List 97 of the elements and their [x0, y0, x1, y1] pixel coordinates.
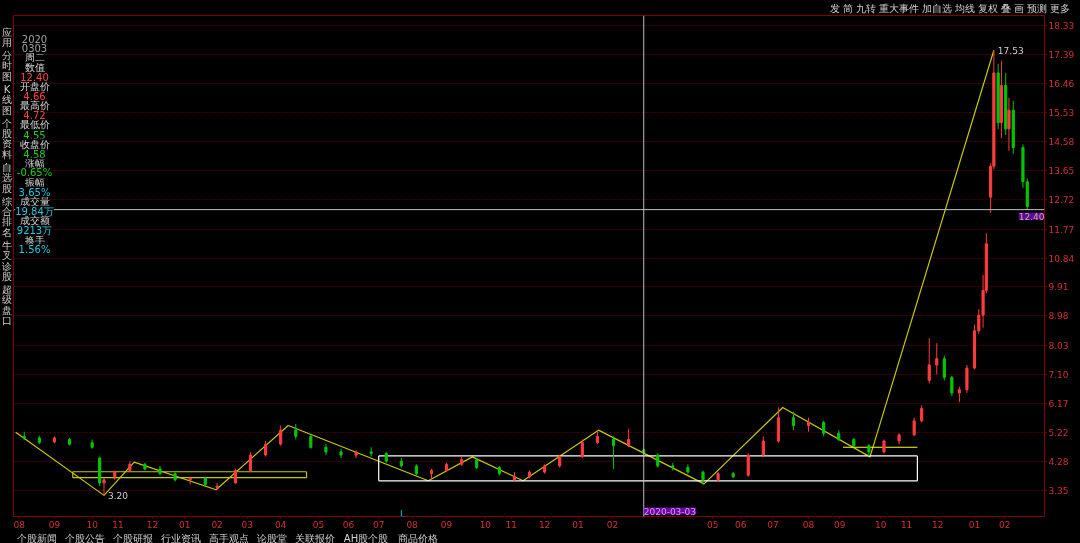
x-tick-label: 10 [479, 519, 492, 530]
x-tick-label: 02 [606, 519, 619, 530]
x-tick-label: 12 [538, 519, 551, 530]
annotation: 17.53 [997, 45, 1024, 56]
text: 分时图 [2, 50, 12, 82]
x-tick-label: 08 [406, 519, 419, 530]
y-tick-label: 11.77 [1048, 224, 1075, 235]
x-tick-label: 12 [932, 519, 944, 530]
text: 重大事件 [879, 2, 919, 14]
annotation: 4.58 [23, 148, 46, 160]
annotation: 4.55 [23, 129, 46, 141]
annotation: 最低价 [19, 119, 50, 131]
y-tick-label: 9.91 [1048, 282, 1069, 293]
y-tick-label: 16.46 [1048, 79, 1075, 90]
text: 发 [830, 2, 840, 14]
y-tick-label: 8.03 [1048, 340, 1069, 351]
x-tick-label: 09 [48, 519, 61, 530]
x-tick-label: 05 [706, 519, 719, 530]
annotation: 涨幅 [24, 157, 45, 169]
x-tick-label: 12 [146, 519, 159, 530]
text: AH股个股 [343, 532, 389, 543]
annotation: 0303 [21, 43, 48, 55]
x-tick-label: 09 [440, 519, 453, 530]
text: 更多 [1050, 2, 1070, 14]
x-tick-label: 01 [179, 519, 191, 530]
text: 叠 [1001, 2, 1011, 14]
x-tick-label: 02 [211, 519, 223, 530]
y-tick-label: 17.39 [1048, 50, 1075, 61]
x-tick-label: 07 [372, 519, 385, 530]
annotation: 开盘价 [19, 81, 50, 92]
annotation: 收盘价 [19, 138, 50, 150]
text: 关联报价 [294, 532, 335, 543]
annotation: 2020 [21, 33, 48, 45]
text: 预测 [1027, 2, 1047, 14]
text: 画 [1014, 2, 1024, 14]
text: 个股研报 [112, 532, 153, 543]
x-tick-label: 10 [875, 519, 887, 530]
x-tick-label: 04 [274, 519, 287, 530]
text: 个股公告 [64, 532, 105, 543]
y-tick-label: 6.17 [1048, 398, 1069, 409]
annotation: 4.72 [23, 110, 46, 122]
annotation: 成交额 [19, 215, 50, 227]
x-tick-label: 08 [13, 519, 26, 530]
x-tick-label: 05 [312, 519, 325, 530]
y-tick-label: 5.22 [1048, 428, 1069, 439]
y-tick-label: 15.53 [1048, 107, 1075, 118]
text: 商品价格 [397, 532, 438, 543]
y-tick-label: 4.28 [1048, 457, 1069, 468]
x-tick-label: 06 [342, 519, 355, 530]
y-tick-label: 8.98 [1048, 311, 1069, 322]
y-tick-label: 3.35 [1048, 486, 1069, 497]
y-tick-label: 18.33 [1048, 20, 1075, 31]
y-tick-label: 10.84 [1048, 253, 1075, 264]
y-tick-label: 12.72 [1048, 195, 1075, 206]
y-tick-label: 13.65 [1048, 166, 1075, 177]
x-tick-label: 06 [734, 519, 747, 530]
x-tick-label: 02 [998, 519, 1011, 530]
text: 综合排名 [2, 195, 12, 238]
text: 自选股 [2, 161, 12, 194]
text: 个股资料 [2, 117, 12, 160]
annotation: 成交量 [19, 196, 50, 208]
annotation: 19.84万 [15, 205, 54, 217]
annotation: L [399, 508, 406, 519]
annotation: 周二 [24, 52, 45, 64]
text: 超级盘口 [2, 284, 12, 327]
text: K线图 [2, 83, 12, 116]
x-tick-label: 01 [572, 519, 584, 530]
text: 均线 [954, 2, 975, 14]
x-tick-label: 10 [86, 519, 99, 530]
x-tick-label: 07 [767, 519, 779, 530]
x-tick-label: 09 [834, 519, 846, 530]
x-tick-label: 01 [968, 519, 981, 530]
annotation: 数值 [24, 61, 45, 73]
annotation: 3.65% [18, 186, 51, 198]
y-tick-label: 7.10 [1048, 369, 1069, 380]
x-tick-label: 11 [900, 519, 913, 530]
ref-line-label: 2020-03-03 [643, 506, 697, 517]
annotation: 3.20 [108, 490, 129, 501]
annotation: 换手 [24, 234, 45, 246]
text: 个股新闻 [16, 532, 57, 543]
annotation: 9213万 [16, 225, 53, 236]
text: 牛叉诊股 [2, 239, 12, 282]
text: 论股堂 [256, 532, 287, 543]
ref-line-label: 12.40 [1018, 211, 1045, 222]
x-tick-label: 08 [802, 519, 815, 530]
text: 高手观点 [208, 532, 249, 543]
x-tick-label: 11 [505, 519, 517, 530]
text: 行业资讯 [160, 532, 201, 543]
text: 应用 [2, 26, 12, 48]
text: 加自选 [922, 2, 952, 14]
text: 九转 [856, 2, 876, 14]
text: 复权 [978, 2, 998, 14]
annotation: 振幅 [24, 177, 45, 188]
x-tick-label: 11 [112, 519, 124, 530]
y-tick-label: 14.58 [1048, 137, 1075, 148]
x-tick-label: 03 [241, 519, 254, 530]
text: 简 [843, 2, 853, 14]
